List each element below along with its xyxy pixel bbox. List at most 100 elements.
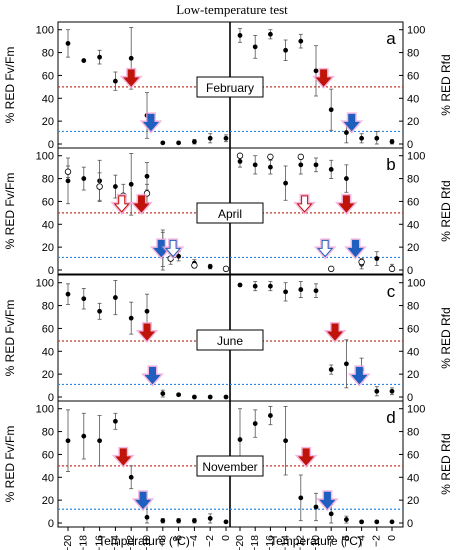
y-axis-title-right: % RED Rfd [439, 433, 453, 494]
panel-letter: d [386, 408, 395, 427]
fvfm-point [207, 135, 213, 141]
x-tick-label: −12 [295, 535, 307, 550]
red-arrow-icon [115, 448, 132, 466]
red-arrow-icon [315, 69, 332, 87]
rfd-point [359, 519, 365, 525]
rfd-point [343, 176, 349, 181]
y-tick-label-left: 60 [42, 323, 54, 335]
y-tick-label-right: 60 [407, 449, 419, 461]
red-arrow-icon [133, 195, 150, 213]
rfd-point [359, 135, 365, 141]
fvfm-open-point [96, 183, 103, 190]
rfd-point [313, 504, 319, 510]
x-tick-label: 0 [386, 535, 398, 541]
x-tick-label: −6 [172, 535, 184, 547]
x-tick-label: −4 [355, 535, 367, 547]
fvfm-point [223, 135, 229, 141]
x-tick-label: −16 [264, 535, 276, 550]
y-tick-label-left: 0 [48, 139, 54, 151]
fvfm-point [191, 139, 197, 145]
rfd-point [313, 162, 319, 168]
fvfm-point [65, 178, 71, 184]
month-label-box [196, 202, 264, 224]
y-tick-label-left: 20 [42, 242, 54, 254]
red-arrow-icon [296, 195, 313, 213]
y-tick-label-right: 80 [407, 48, 419, 60]
rfd-point [298, 495, 304, 501]
red-arrow-icon [113, 195, 130, 213]
fvfm-point [113, 418, 118, 424]
rfd-point [389, 388, 395, 394]
blue-arrow-icon [351, 366, 368, 385]
rfd-point [267, 283, 273, 289]
panel-letter: b [386, 155, 395, 174]
y-axis-title-left: % RED Fv/Fm [3, 173, 17, 250]
x-tick-label: −10 [310, 535, 322, 550]
blue-arrow-icon [319, 491, 336, 510]
rfd-point [283, 47, 289, 53]
rfd-point [389, 139, 395, 145]
x-tick-label: −10 [141, 535, 153, 550]
rfd-point [374, 388, 380, 394]
rfd-point [267, 31, 273, 37]
y-axis-title-left: % RED Fv/Fm [3, 426, 17, 503]
figure-title: Low-temperature test [176, 2, 288, 17]
y-tick-label-right: 60 [407, 323, 419, 335]
red-arrow-icon [338, 195, 355, 213]
fvfm-point [160, 518, 166, 524]
x-tick-label: −12 [125, 535, 137, 550]
y-tick-label-right: 100 [407, 25, 425, 37]
y-tick-label-right: 40 [407, 346, 419, 358]
x-tick-label: −18 [249, 535, 261, 550]
rfd-point [343, 361, 349, 367]
x-tick-label: −8 [325, 535, 337, 547]
y-axis-title-left: % RED Fv/Fm [3, 47, 17, 124]
y-tick-label-left: 100 [36, 404, 54, 416]
y-tick-label-left: 60 [42, 70, 54, 82]
rfd-point [328, 167, 334, 172]
fvfm-point [144, 514, 150, 520]
rfd-point [374, 135, 380, 141]
fvfm-point [97, 308, 102, 314]
y-tick-label-left: 80 [42, 427, 54, 439]
fvfm-point [160, 140, 166, 146]
rfd-point [298, 287, 304, 292]
x-tick-label: −18 [78, 535, 90, 550]
rfd-point [283, 289, 289, 295]
y-axis-title-left: % RED Fv/Fm [3, 300, 17, 377]
fvfm-point [81, 433, 87, 439]
red-arrow-icon [326, 323, 344, 341]
x-axis-title-right: Temperature (ºC) [270, 534, 362, 548]
fvfm-point [176, 518, 182, 524]
y-tick-label-left: 20 [42, 369, 54, 381]
y-tick-label-right: 80 [407, 174, 419, 186]
fvfm-open-point [64, 168, 72, 175]
blue-arrow-icon [164, 239, 182, 258]
fvfm-open-point [191, 262, 198, 269]
fvfm-point [207, 264, 213, 269]
x-tick-label: 0 [220, 535, 232, 541]
fvfm-point [65, 438, 71, 444]
y-tick-label-left: 80 [42, 301, 54, 313]
panel-letter: a [386, 29, 396, 48]
fvfm-point [65, 291, 71, 297]
month-label-box [196, 455, 264, 477]
rfd-point [313, 288, 319, 294]
y-tick-label-right: 0 [407, 265, 413, 277]
fvfm-point [144, 308, 150, 314]
fvfm-open-point [222, 265, 230, 273]
y-tick-label-left: 100 [36, 278, 54, 290]
month-label-box [196, 76, 264, 98]
rfd-point [252, 421, 258, 426]
fvfm-point [113, 184, 118, 189]
rfd-open-point [328, 265, 335, 273]
rfd-point [237, 159, 243, 164]
y-tick-label-right: 100 [407, 151, 425, 163]
y-tick-label-left: 60 [42, 449, 54, 461]
red-arrow-icon [298, 448, 315, 466]
y-tick-label-left: 40 [42, 219, 54, 231]
y-tick-label-right: 40 [407, 93, 419, 105]
rfd-point [328, 511, 334, 517]
x-tick-label: −2 [371, 535, 383, 547]
month-label: November [202, 460, 257, 474]
